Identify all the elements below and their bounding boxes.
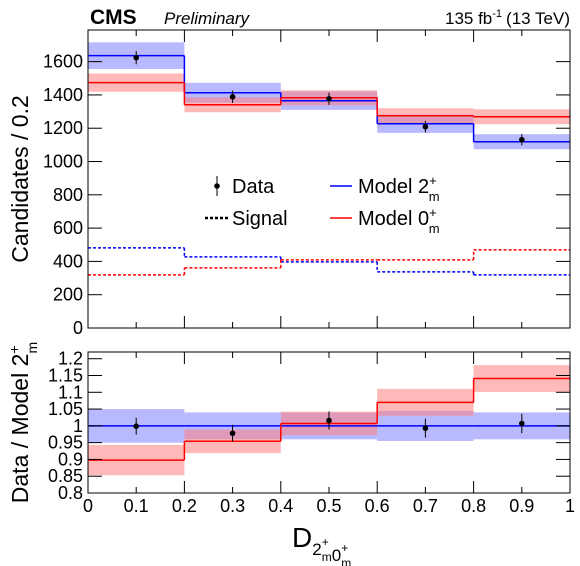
y-tick-label: 1200 bbox=[43, 118, 83, 138]
y-axis-label-sup: + bbox=[6, 345, 22, 353]
y-axis-label-text: Candidates / 0.2 bbox=[7, 95, 33, 263]
x-axis-label-sup: + bbox=[341, 541, 348, 555]
y-tick-label: 1600 bbox=[43, 52, 83, 72]
x-tick-label: 0.5 bbox=[316, 496, 341, 516]
data-point bbox=[519, 136, 525, 143]
y-tick-label: 1.1 bbox=[58, 382, 83, 402]
x-tick-label: 0.4 bbox=[268, 496, 293, 516]
data-point bbox=[422, 123, 429, 130]
data-point bbox=[133, 423, 139, 429]
data-point bbox=[326, 417, 332, 424]
y-axis-label: Data / Model 2+ m bbox=[6, 342, 40, 503]
x-axis-label-sub2: m bbox=[341, 556, 351, 566]
experiment: CMS bbox=[90, 6, 137, 29]
x-tick-label: 0.8 bbox=[461, 496, 486, 516]
x-axis-label-sub: 0 bbox=[332, 546, 341, 565]
lumi-sup: -1 bbox=[492, 8, 502, 20]
legend-sup: + bbox=[429, 173, 437, 188]
legend-name: Model 2 bbox=[358, 176, 429, 198]
x-tick-label: 0.9 bbox=[509, 496, 534, 516]
data-point bbox=[229, 430, 236, 437]
legend-sub: m bbox=[429, 221, 440, 236]
y-tick-label: 0.95 bbox=[48, 433, 83, 453]
status: Preliminary bbox=[164, 9, 251, 28]
legend-sup: + bbox=[429, 205, 437, 220]
luminosity: 135 fb-1 (13 TeV) bbox=[445, 8, 570, 28]
legend-sub: m bbox=[429, 189, 440, 204]
data-point bbox=[133, 54, 139, 61]
y-tick-label: 1000 bbox=[43, 152, 83, 172]
y-tick-label: 1 bbox=[73, 416, 83, 436]
x-axis-label-sub: 2 bbox=[312, 540, 321, 559]
y-axis-label-sub: m bbox=[24, 342, 40, 354]
legend-name: Model 0 bbox=[358, 208, 429, 230]
lumi-energy: (13 TeV) bbox=[506, 9, 570, 28]
x-axis-label-text: D bbox=[292, 522, 312, 553]
y-tick-label: 0.9 bbox=[58, 449, 83, 469]
data-point bbox=[422, 425, 429, 432]
x-axis-label-sup: + bbox=[322, 535, 329, 549]
data-point bbox=[326, 95, 332, 102]
y-tick-label: 1.15 bbox=[48, 366, 83, 386]
y-tick-label: 1400 bbox=[43, 85, 83, 105]
y-tick-label: 200 bbox=[53, 285, 83, 305]
x-axis-label-sub2: m bbox=[322, 550, 332, 564]
x-tick-label: 0.2 bbox=[172, 496, 197, 516]
y-tick-label: 0 bbox=[73, 318, 83, 338]
data-point bbox=[229, 93, 236, 100]
x-tick-label: 0.6 bbox=[365, 496, 390, 516]
x-tick-label: 1 bbox=[565, 496, 575, 516]
y-tick-label: 0.85 bbox=[48, 466, 83, 486]
y-tick-label: 800 bbox=[53, 185, 83, 205]
y-tick-label: 600 bbox=[53, 218, 83, 238]
y-tick-label: 1.05 bbox=[48, 399, 83, 419]
legend-label: Model 2+ m bbox=[358, 173, 440, 204]
x-tick-label: 0 bbox=[83, 496, 93, 516]
legend-label: Signal bbox=[232, 208, 288, 230]
x-tick-label: 0.3 bbox=[220, 496, 245, 516]
y-tick-label: 400 bbox=[53, 251, 83, 271]
lumi-value: 135 fb bbox=[445, 9, 492, 28]
legend-data-marker bbox=[214, 183, 220, 189]
legend-label: Data bbox=[232, 176, 275, 198]
y-tick-label: 0.8 bbox=[58, 483, 83, 503]
y-axis-label: Candidates / 0.2 bbox=[7, 95, 33, 263]
x-tick-label: 0.1 bbox=[124, 496, 149, 516]
y-tick-label: 1.2 bbox=[58, 349, 83, 369]
data-point bbox=[519, 420, 525, 427]
x-tick-label: 0.7 bbox=[413, 496, 438, 516]
legend-label: Model 0+ m bbox=[358, 205, 440, 236]
y-axis-label-text: Data / Model 2 bbox=[7, 354, 33, 504]
x-axis-label: D2+ m0+ m bbox=[292, 522, 351, 566]
